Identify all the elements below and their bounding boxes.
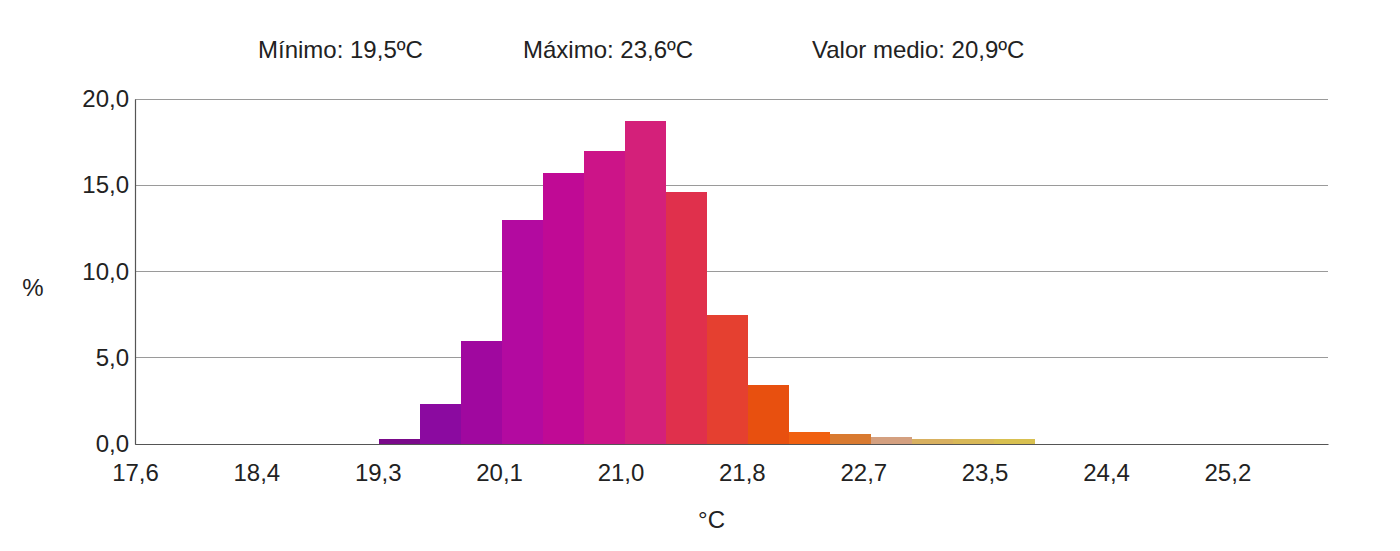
- x-tick: 20,1: [476, 444, 523, 486]
- y-tick-label: 5,0: [96, 344, 129, 371]
- y-tick-label: 10,0: [82, 258, 129, 285]
- bar: [953, 439, 994, 444]
- x-tick: 19,3: [355, 444, 402, 486]
- y-tick: 15,0: [82, 171, 135, 198]
- x-axis-title: °C: [698, 506, 725, 533]
- chart: 17,6 18,4 19,3 20,1 21,0 21,8 22,7 23,5 24,4 25,2…: [0, 0, 1400, 551]
- annotation: Mínimo: 19,5ºC: [258, 36, 423, 63]
- bar: [871, 437, 912, 444]
- x-tick-label: 21,0: [598, 459, 645, 486]
- bar: [625, 121, 666, 444]
- y-tick: 0,0: [96, 430, 135, 457]
- x-tick: 23,5: [962, 444, 1009, 486]
- y-tick-label: 20,0: [82, 85, 129, 112]
- x-tick-label: 25,2: [1205, 459, 1252, 486]
- x-axis-line: [136, 444, 1329, 445]
- x-tick-label: 21,8: [719, 459, 766, 486]
- y-tick-label: 15,0: [82, 171, 129, 198]
- bar: [789, 432, 830, 444]
- bar: [707, 315, 748, 444]
- bar: [461, 341, 502, 445]
- bar: [420, 404, 461, 444]
- bar: [543, 173, 584, 444]
- x-tick-label: 22,7: [840, 459, 887, 486]
- bar: [748, 385, 789, 444]
- x-tick: 18,4: [233, 444, 280, 486]
- bars: [379, 121, 1034, 444]
- x-tick-label: 24,4: [1083, 459, 1130, 486]
- y-tick: 10,0: [82, 258, 135, 285]
- x-tick-label: 20,1: [476, 459, 523, 486]
- bar: [584, 151, 625, 444]
- bar: [994, 439, 1035, 444]
- y-axis: 0,0 5,0 10,0 15,0 20,0: [82, 85, 135, 457]
- grid: [135, 99, 1328, 444]
- bar: [666, 192, 707, 444]
- y-tick: 5,0: [96, 344, 135, 371]
- y-axis-title: %: [22, 274, 43, 301]
- x-tick-label: 17,6: [112, 459, 159, 486]
- bar: [912, 439, 953, 444]
- grid-line: [135, 185, 1328, 186]
- x-tick-label: 19,3: [355, 459, 402, 486]
- x-tick: 21,0: [598, 444, 645, 486]
- plot-area: 17,6 18,4 19,3 20,1 21,0 21,8 22,7 23,5 24,4 25,2…: [82, 85, 1328, 486]
- annotation: Máximo: 23,6ºC: [523, 36, 693, 63]
- x-tick: 22,7: [840, 444, 887, 486]
- x-tick: 24,4: [1083, 444, 1130, 486]
- bar: [379, 439, 420, 444]
- x-axis: 17,6 18,4 19,3 20,1 21,0 21,8 22,7 23,5 24,4 25,2: [112, 444, 1328, 486]
- y-axis-line: [135, 100, 136, 445]
- y-tick: 20,0: [82, 85, 135, 112]
- bar: [502, 220, 543, 444]
- y-tick-label: 0,0: [96, 430, 129, 457]
- grid-line: [135, 271, 1328, 272]
- annotation: Valor medio: 20,9ºC: [812, 36, 1024, 63]
- x-tick: 21,8: [719, 444, 766, 486]
- bar: [830, 434, 871, 444]
- x-tick-label: 18,4: [233, 459, 280, 486]
- x-tick-label: 23,5: [962, 459, 1009, 486]
- grid-line: [135, 99, 1328, 100]
- x-tick: 25,2: [1205, 444, 1252, 486]
